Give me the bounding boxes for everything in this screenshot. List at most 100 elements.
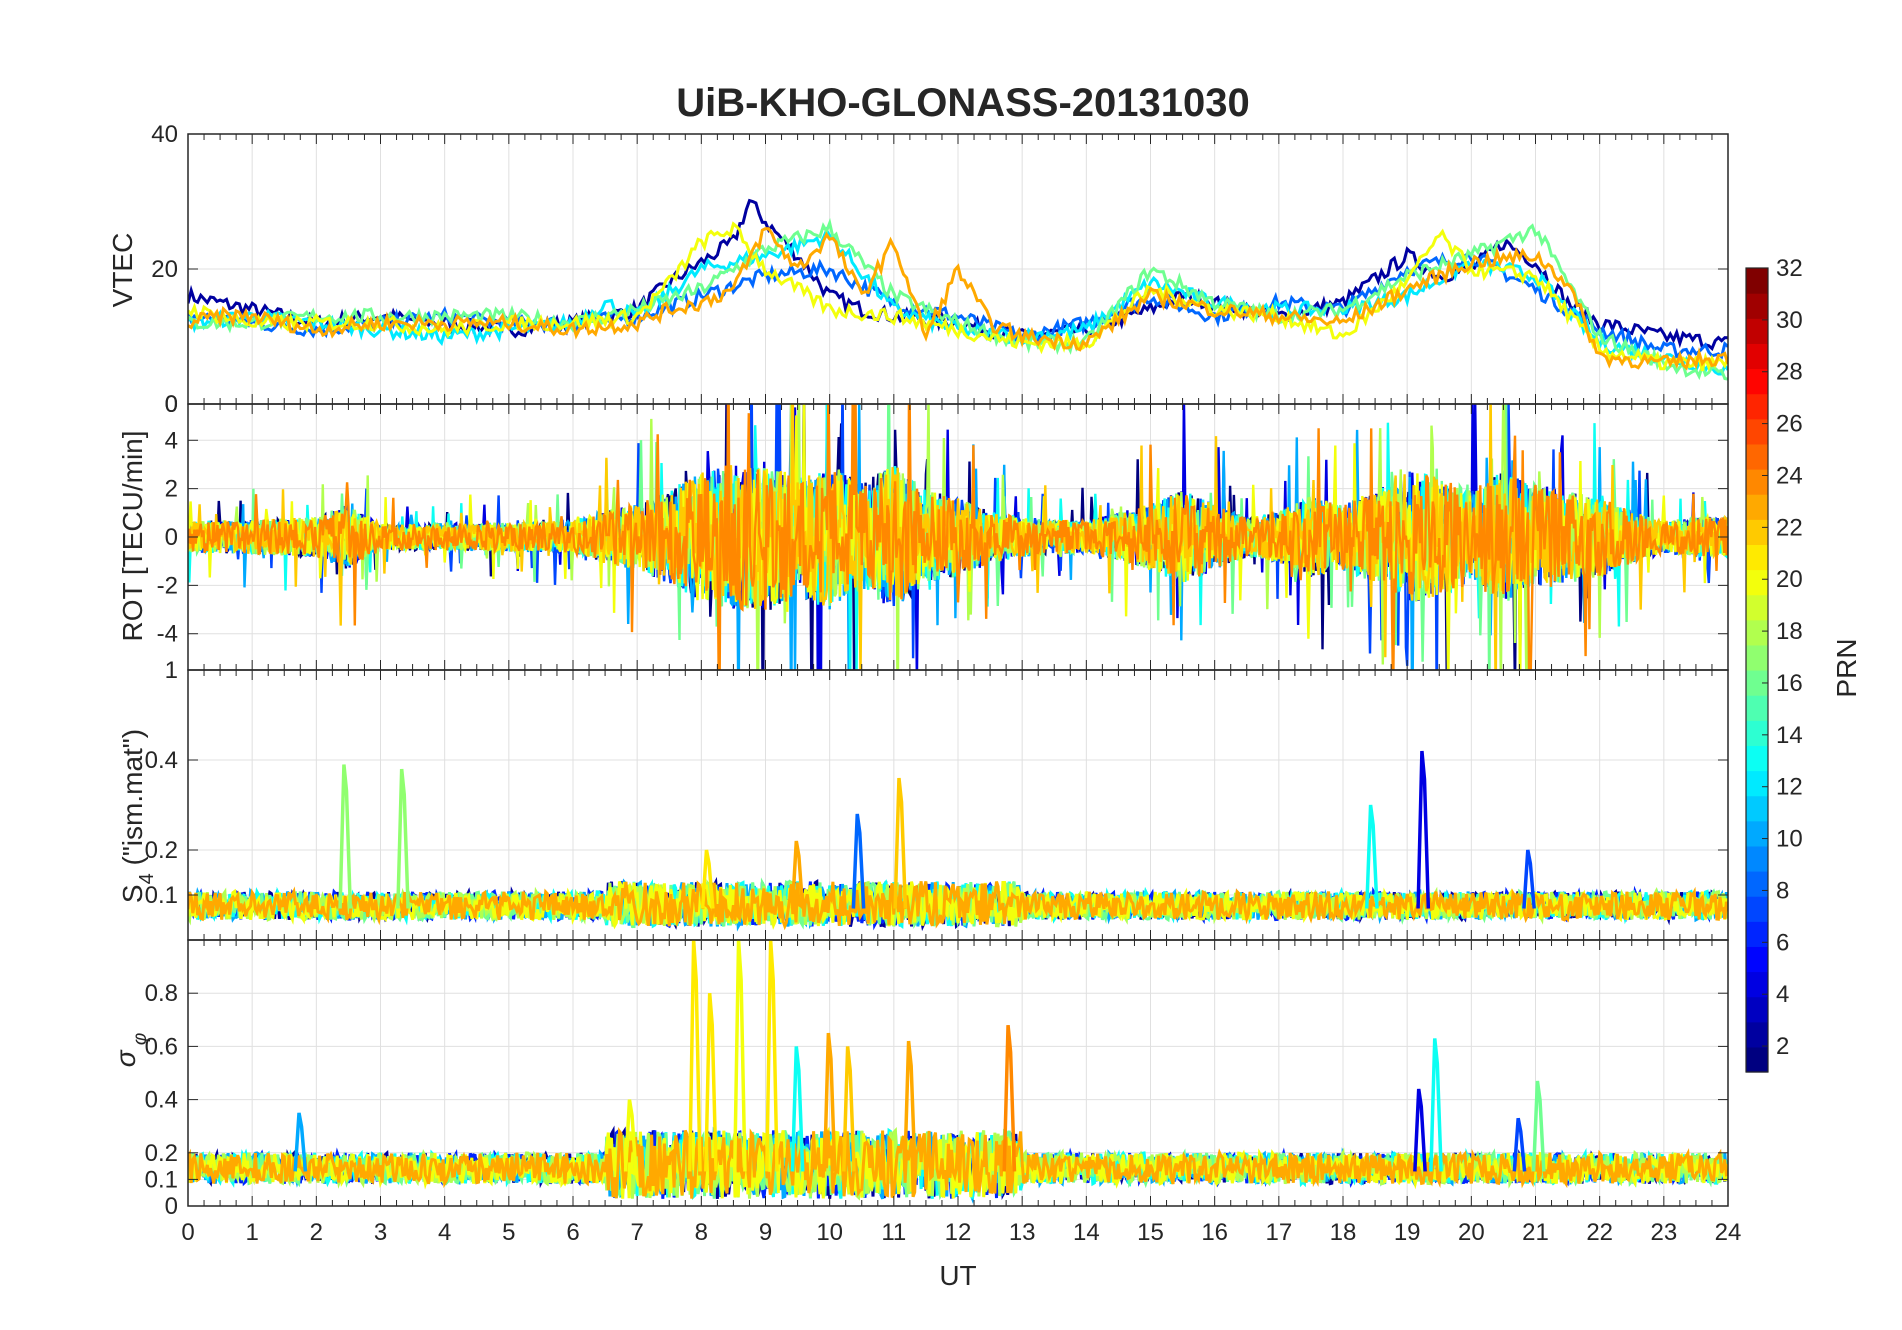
sigma-ytick-label: 0.4 — [145, 1087, 178, 1114]
sigma-x-ticks — [187, 940, 1729, 1206]
colorbar-swatch — [1746, 368, 1768, 395]
colorbar-tick-label: 8 — [1776, 877, 1789, 904]
colorbar-swatch — [1746, 720, 1768, 746]
colorbar-swatch — [1746, 644, 1768, 671]
x-tick-label: 21 — [1522, 1219, 1549, 1246]
rot-overlay-top-label: 0 — [165, 391, 178, 418]
colorbar-tick-label: 18 — [1776, 618, 1803, 645]
colorbar-swatch — [1746, 544, 1768, 571]
x-tick-label: 18 — [1330, 1219, 1357, 1246]
sigma-ytick-label: 0.1 — [145, 1166, 178, 1193]
s4-spike-5 — [1416, 750, 1431, 909]
s4-ytick-label: 0.2 — [145, 837, 178, 864]
colorbar-swatch — [1746, 443, 1768, 470]
colorbar-tick-label: 20 — [1776, 566, 1803, 593]
figure-title: UiB-KHO-GLONASS-20131030 — [676, 81, 1250, 125]
sigma-spike-6 — [790, 1046, 805, 1172]
rot-ytick-label: 4 — [165, 427, 178, 454]
sigma-ytick-label: 0.6 — [145, 1033, 178, 1060]
sigma-spike-13 — [1512, 1117, 1527, 1172]
s4-series-prn-20 — [188, 879, 1728, 930]
colorbar-label: PRN — [1831, 638, 1862, 697]
sigma-ytick-label: 0.2 — [145, 1140, 178, 1167]
sigma-series-prn-23 — [188, 1127, 1728, 1199]
s4-spike-7 — [700, 849, 715, 909]
colorbar-swatch — [1746, 820, 1768, 847]
vtec-ytick-label: 40 — [151, 121, 178, 148]
colorbar-swatch — [1746, 619, 1768, 646]
s4-spike-4 — [1364, 804, 1379, 909]
vtec-panel: 0 20 40 — [151, 121, 1729, 418]
sigma-spike-4 — [732, 940, 747, 1172]
rot-ytick-label: -2 — [157, 572, 178, 599]
colorbar-swatch — [1746, 1046, 1768, 1073]
colorbar-tick-label: 14 — [1776, 722, 1803, 749]
rot-ytick-label: -4 — [157, 621, 178, 648]
colorbar-swatch — [1746, 569, 1768, 596]
sigma-spike-0 — [293, 1112, 308, 1172]
rot-x-ticks — [187, 404, 1729, 670]
x-tick-label: 20 — [1458, 1219, 1485, 1246]
sigma-spike-7 — [822, 1032, 837, 1172]
x-tick-label: 24 — [1715, 1219, 1742, 1246]
colorbar-swatch — [1746, 393, 1768, 420]
sigma-spike-12 — [1429, 1038, 1443, 1172]
colorbar-swatch — [1746, 494, 1768, 520]
vtec-ytick-label: 20 — [151, 256, 178, 283]
colorbar-swatch — [1746, 418, 1768, 445]
x-tick-labels: 0 1 2 3 4 5 6 7 8 9 10 11 12 13 14 15 16 17 18 19 20 21 22 23 24 — [181, 1219, 1741, 1246]
colorbar-tick-label: 22 — [1776, 514, 1803, 541]
colorbar-tick-label: 32 — [1776, 255, 1803, 282]
sigma-spike-14 — [1531, 1080, 1546, 1172]
s4-panel: 0.1 0.2 0.4 1 — [145, 657, 1729, 941]
x-axis-label: UT — [939, 1260, 976, 1291]
s4-spike-2 — [851, 813, 866, 909]
sigma-ytick-label: 0 — [165, 1193, 178, 1220]
s4-series-prn-23 — [188, 880, 1728, 931]
colorbar-swatch — [1746, 343, 1768, 370]
svg-text:σ φ: σ φ — [110, 1033, 151, 1068]
vtec-series-prn-8 — [188, 251, 1728, 360]
x-tick-label: 15 — [1137, 1219, 1164, 1246]
sigma-spike-5 — [765, 940, 779, 1172]
colorbar-swatch — [1746, 519, 1768, 545]
colorbar-tick-label: 12 — [1776, 774, 1803, 801]
s4-overlay-top-label: 1 — [165, 657, 178, 684]
colorbar-swatch — [1746, 469, 1768, 495]
x-tick-label: 6 — [566, 1219, 579, 1246]
vtec-x-ticks — [187, 134, 1729, 404]
colorbar-swatch — [1746, 318, 1768, 344]
x-tick-label: 14 — [1073, 1219, 1100, 1246]
colorbar-tick-label: 2 — [1776, 1033, 1789, 1060]
rot-series-prn-24 — [188, 404, 1728, 670]
sigma-spike-9 — [902, 1040, 917, 1172]
s4-spike-3 — [893, 777, 908, 909]
rot-series-prn-22 — [188, 404, 1728, 670]
colorbar-swatch — [1746, 695, 1768, 721]
colorbar-swatch — [1746, 845, 1768, 872]
x-tick-label: 7 — [630, 1219, 643, 1246]
s4-spike-8 — [790, 840, 805, 909]
colorbar-swatch — [1746, 896, 1768, 922]
colorbar-tick-label: 26 — [1776, 411, 1803, 438]
x-tick-label: 10 — [816, 1219, 843, 1246]
colorbar-swatch — [1746, 921, 1768, 947]
x-tick-label: 0 — [181, 1219, 194, 1246]
rot-panel: -4 -2 0 2 4 0 — [157, 391, 1729, 671]
sigma-spike-10 — [1002, 1024, 1017, 1172]
colorbar-tick-label: 6 — [1776, 929, 1789, 956]
x-tick-label: 11 — [881, 1219, 906, 1246]
x-tick-label: 1 — [245, 1219, 258, 1246]
x-tick-label: 16 — [1201, 1219, 1228, 1246]
colorbar-swatch — [1746, 670, 1768, 696]
vtec-ytick-label: 0 — [165, 391, 178, 418]
colorbar-swatch — [1746, 795, 1768, 822]
sigma-spike-8 — [842, 1046, 856, 1172]
colorbar-swatch — [1746, 996, 1768, 1023]
s4-ytick-label: 0.1 — [145, 882, 178, 909]
vtec-series-prn-23 — [188, 227, 1728, 371]
x-tick-label: 12 — [945, 1219, 972, 1246]
vtec-data — [188, 198, 1728, 381]
